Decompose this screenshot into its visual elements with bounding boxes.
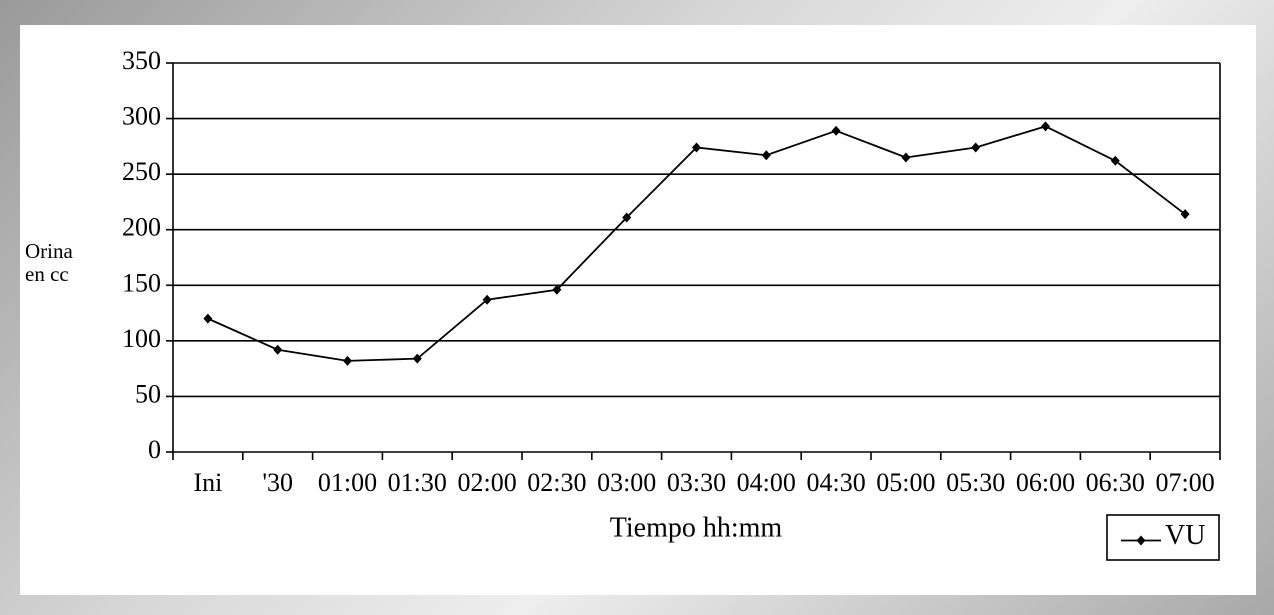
- data-point: [1110, 155, 1120, 166]
- data-point: [761, 150, 771, 161]
- x-tick-label: 02:00: [457, 468, 516, 497]
- y-tick-label: 300: [122, 102, 161, 131]
- y-tick-label: 200: [122, 213, 161, 242]
- y-tick-label: 350: [122, 46, 161, 75]
- x-axis-label: Tiempo hh:mm: [610, 512, 783, 543]
- data-point: [203, 313, 213, 324]
- data-point: [622, 212, 632, 223]
- x-tick-label: 07:00: [1155, 468, 1214, 497]
- x-tick-label: 06:00: [1016, 468, 1075, 497]
- data-point: [412, 353, 422, 364]
- x-tick-label: Ini: [193, 468, 222, 497]
- chart-background: [20, 25, 1256, 595]
- y-axis-label: Orina: [25, 239, 73, 263]
- y-tick-label: 250: [122, 157, 161, 186]
- data-point: [343, 355, 352, 366]
- x-tick-label: 05:30: [946, 468, 1005, 497]
- data-point: [971, 142, 981, 153]
- x-tick-label: 01:30: [388, 468, 447, 497]
- data-point: [482, 294, 492, 305]
- x-tick-label: 03:30: [667, 468, 726, 497]
- legend-marker: [1136, 535, 1146, 546]
- data-point: [692, 142, 701, 153]
- x-tick-label: 01:00: [318, 468, 377, 497]
- y-tick-label: 100: [122, 324, 161, 353]
- legend-label: VU: [1165, 520, 1205, 551]
- y-tick-label: 150: [122, 268, 161, 297]
- legend-box: [1106, 514, 1220, 561]
- y-axis-label: en cc: [25, 262, 69, 286]
- x-tick-label: 03:00: [597, 468, 656, 497]
- data-point: [831, 125, 841, 136]
- x-tick-label: 04:30: [806, 468, 865, 497]
- data-point: [273, 344, 283, 355]
- x-tick-label: 05:00: [876, 468, 935, 497]
- data-point: [552, 284, 562, 295]
- y-tick-label: 0: [148, 435, 161, 464]
- data-point: [1041, 121, 1050, 132]
- x-tick-label: 02:30: [527, 468, 586, 497]
- data-point: [1180, 209, 1190, 220]
- y-tick-label: 50: [135, 379, 161, 408]
- x-tick-label: 04:00: [737, 468, 796, 497]
- x-tick-label: '30: [262, 468, 293, 497]
- x-tick-label: 06:30: [1086, 468, 1145, 497]
- data-point: [901, 152, 911, 163]
